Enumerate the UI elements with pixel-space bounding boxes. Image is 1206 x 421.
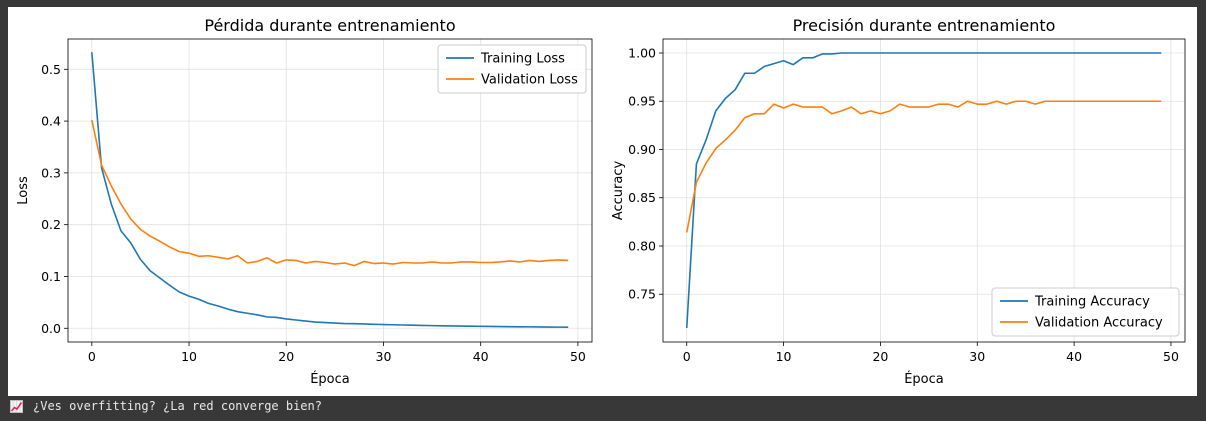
figure-svg: 0 10 20 30 40 50 0.0 0.1 0.2 0.3 0.4 0.5 Pérdida dur… [16, 16, 1186, 387]
y-tick-label: 0.4 [41, 114, 61, 129]
x-tick-label: 50 [1163, 349, 1179, 364]
y-axis-label: Accuracy [611, 161, 626, 221]
status-message: ¿Ves overfitting? ¿La red converge bien? [33, 399, 322, 413]
x-tick-label: 30 [376, 349, 392, 364]
x-tick-label: 30 [969, 349, 985, 364]
x-tick-label: 10 [776, 349, 792, 364]
y-tick-label: 1.00 [628, 45, 656, 60]
y-tick-label: 0.1 [41, 269, 61, 284]
y-tick-label: 0.0 [41, 321, 61, 336]
y-tick-label: 0.85 [628, 190, 656, 205]
legend-label: Validation Loss [481, 73, 578, 88]
legend: Training Loss Validation Loss [437, 44, 587, 94]
x-tick-label: 10 [181, 349, 197, 364]
chart-title: Pérdida durante entrenamiento [204, 16, 455, 35]
y-tick-label: 0.80 [628, 238, 656, 253]
y-tick-label: 0.3 [41, 165, 61, 180]
legend-box [437, 44, 587, 94]
x-tick-label: 50 [570, 349, 586, 364]
y-tick-label: 0.5 [41, 62, 61, 77]
y-tick-label: 0.75 [628, 287, 656, 302]
series-line-2 [685, 100, 1162, 233]
legend-label: Validation Accuracy [1035, 316, 1163, 331]
chart-increasing-icon [10, 400, 23, 413]
x-axis-label: Época [904, 371, 944, 387]
legend-label: Training Accuracy [1034, 295, 1150, 310]
x-tick-label: 20 [278, 349, 294, 364]
x-tick-label: 0 [683, 349, 691, 364]
legend: Training Accuracy Validation Accuracy [991, 287, 1180, 337]
legend-box [991, 287, 1180, 337]
chart-1: 0 10 20 30 40 50 0.0 0.1 0.2 0.3 0.4 0.5 Pérdida dur… [16, 16, 593, 387]
series-line-2 [91, 119, 569, 267]
x-axis-label: Época [310, 371, 350, 387]
chart-title: Precisión durante entrenamiento [793, 16, 1056, 35]
y-tick-label: 0.2 [41, 217, 61, 232]
y-tick-label: 0.90 [628, 142, 656, 157]
x-tick-label: 20 [872, 349, 888, 364]
series-line-1 [91, 52, 569, 328]
chart-2: 0 10 20 30 40 50 0.75 0.80 0.85 0.90 0.95 1.00 Preci… [611, 16, 1186, 387]
axes-frame [67, 38, 593, 343]
y-axis-label: Loss [16, 176, 31, 205]
x-tick-label: 40 [473, 349, 489, 364]
status-bar: ¿Ves overfitting? ¿La red converge bien? [0, 396, 1206, 421]
series-line-1 [685, 52, 1162, 329]
y-tick-label: 0.95 [628, 94, 656, 109]
x-tick-label: 0 [88, 349, 96, 364]
x-tick-label: 40 [1066, 349, 1082, 364]
legend-label: Training Loss [480, 52, 565, 67]
axes-frame [662, 38, 1186, 343]
figure-canvas: 0 10 20 30 40 50 0.0 0.1 0.2 0.3 0.4 0.5 Pérdida dur… [8, 7, 1197, 396]
